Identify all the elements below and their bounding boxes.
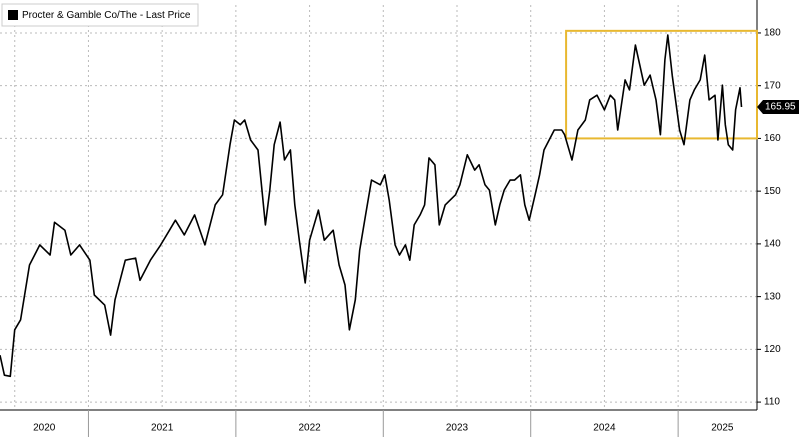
x-tick-label: 2020 <box>33 423 56 434</box>
legend: Procter & Gamble Co/The - Last Price <box>1 3 199 27</box>
x-tick-label: 2022 <box>298 423 321 434</box>
y-tick-label: 130 <box>764 291 781 302</box>
highlight-box <box>565 29 759 140</box>
x-tick-label: 2025 <box>711 423 734 434</box>
price-line <box>0 34 743 378</box>
y-tick-label: 120 <box>764 344 781 355</box>
legend-swatch <box>8 10 18 20</box>
last-price-label: 165.95 <box>765 102 796 113</box>
y-tick-label: 150 <box>764 186 781 197</box>
y-tick-label: 140 <box>764 239 781 250</box>
x-tick-label: 2023 <box>446 423 469 434</box>
y-tick-label: 160 <box>764 133 781 144</box>
y-tick-label: 170 <box>764 80 781 91</box>
x-tick-label: 2021 <box>151 423 174 434</box>
x-tick-label: 2024 <box>593 423 616 434</box>
legend-box <box>1 3 199 27</box>
legend-label: Procter & Gamble Co/The - Last Price <box>22 10 191 21</box>
last-price-tag <box>757 100 799 115</box>
y-tick-label: 180 <box>764 28 781 39</box>
y-tick-label: 110 <box>764 397 780 408</box>
